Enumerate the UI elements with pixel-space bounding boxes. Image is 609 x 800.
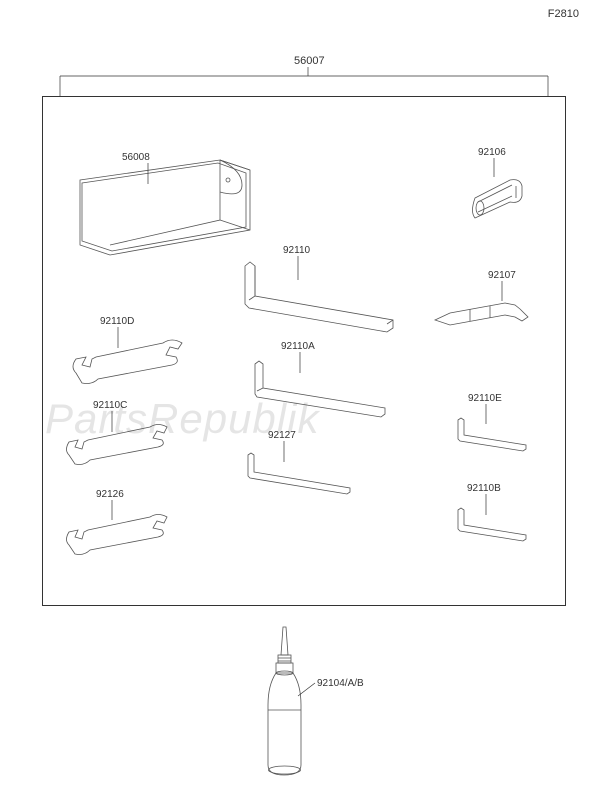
leader-lines xyxy=(0,0,609,800)
